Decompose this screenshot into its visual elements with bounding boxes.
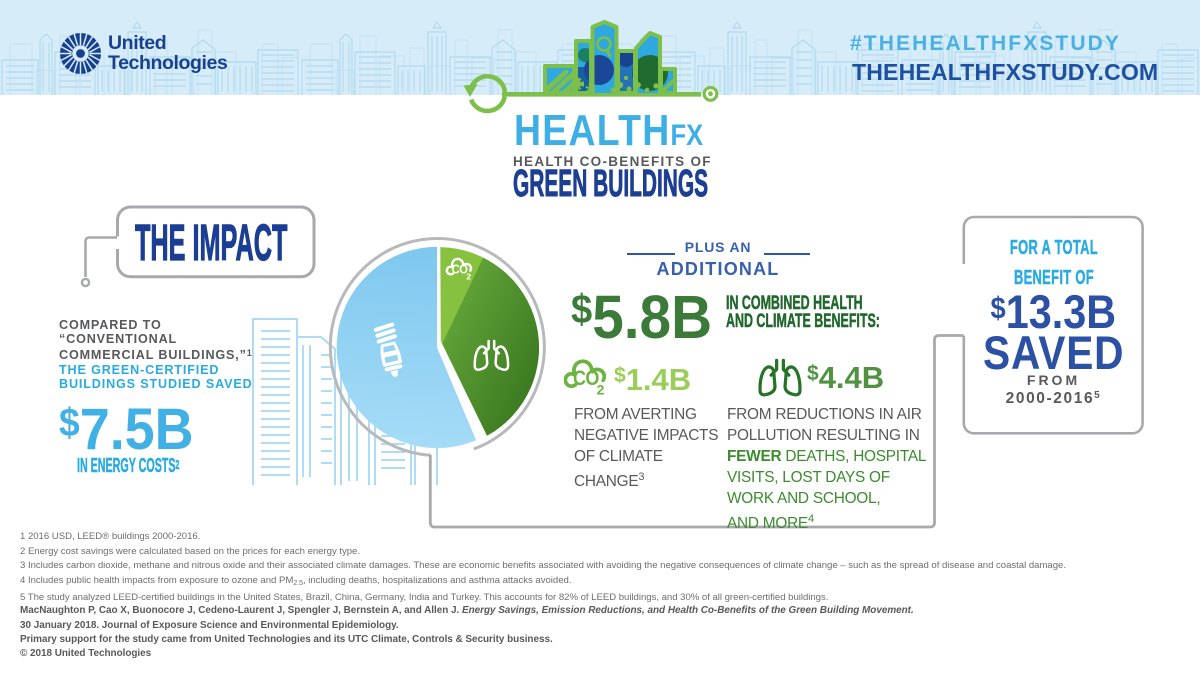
svg-text:Technologies: Technologies (108, 52, 228, 74)
svg-text:2: 2 (597, 382, 605, 398)
svg-text:United: United (108, 32, 166, 54)
svg-text:CO: CO (452, 262, 469, 277)
svg-text:CO: CO (573, 367, 599, 391)
svg-text:2: 2 (466, 272, 471, 282)
